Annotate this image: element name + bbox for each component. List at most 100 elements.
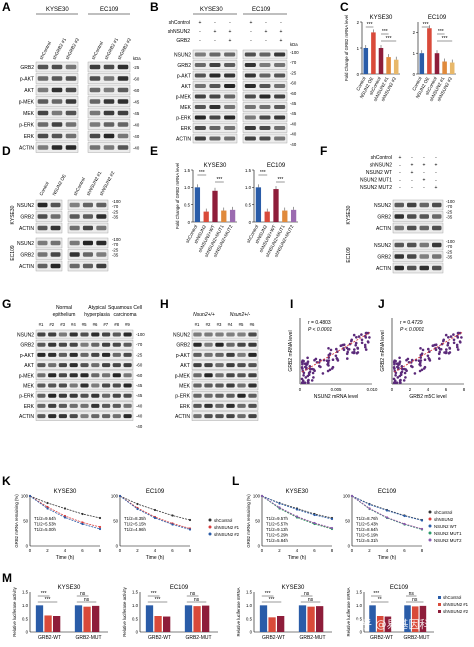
panel-g-blot-band: [112, 383, 121, 388]
panel-l-legend-label: NSUN2 WT: [434, 524, 457, 529]
panel-i-p-value: P < 0.0001: [308, 327, 332, 333]
panel-j-point: [398, 356, 401, 360]
panel-c-kyse30-y-tick-label: 2: [357, 20, 360, 25]
panel-m-ec109-mrna-bar: [419, 605, 427, 632]
panel-h-blot-band: [193, 393, 202, 398]
panel-g-blot-band: [80, 342, 89, 347]
panel-l-kyse30-y-label: GRB2 mRNA remaining (%): [246, 494, 251, 548]
panel-e-kyse30-bar: [194, 187, 201, 222]
panel-k-ec109-half-life-label: T1/2=5.15h: [124, 522, 146, 527]
panel-g-lane-label: #1: [39, 322, 44, 327]
panel-i-point: [354, 341, 358, 345]
panel-g-kda-marker: -40: [136, 424, 143, 429]
panel-f-condition-mark: -: [435, 170, 437, 176]
panel-b-row-label: GRB2: [177, 63, 191, 69]
panel-m-ec109-mrna-y-label: Relative luciferase mRNA: [346, 587, 351, 636]
panel-c-kyse30-sig-label: ***: [382, 29, 388, 35]
panel-h-blot-band: [226, 403, 235, 408]
panel-b-ec109-blot-band: [259, 126, 271, 130]
panel-f-kyse30-row-label: GRB2: [377, 215, 391, 221]
panel-g-blot-band: [102, 414, 111, 419]
panel-f-condition-mark: -: [423, 185, 425, 191]
panel-i-point: [313, 369, 316, 373]
panel-f-kda-marker: -25: [446, 209, 453, 214]
panel-a-blot-band: [51, 76, 63, 81]
panel-g-blot-band: [102, 363, 111, 368]
panel-f-kyse30-blot-band: [407, 225, 417, 231]
panel-k-kyse30-x-tick-label: 8: [99, 548, 102, 553]
panel-g-blot-band: [80, 332, 89, 337]
panel-i-point: [310, 379, 314, 382]
panel-d-kyse30-sh-blot-band: [69, 202, 80, 208]
panel-l-kyse30-point: [295, 508, 299, 511]
panel-j-point: [452, 341, 456, 345]
panel-i-point: [312, 376, 315, 379]
panel-g-blot-band: [102, 383, 111, 388]
panel-m-ec109-mrna-y-tick-label: 0: [360, 630, 363, 635]
panel-c-ec109-bar: [442, 61, 447, 74]
panel-h-lane-label: #4: [228, 322, 233, 327]
panel-c-ec109-bar: [427, 28, 432, 75]
panel-b-blot-band: [209, 115, 221, 120]
panel-k-kyse30-point: [46, 507, 49, 510]
panel-g-blot-band: [91, 332, 100, 337]
panel-f-kyse30-blot-row: [392, 222, 444, 234]
panel-i-point: [304, 365, 307, 369]
panel-f-ec109-blot-row: [392, 262, 444, 274]
panel-f-ec109-blot-band: [432, 265, 442, 271]
panel-m-legend-label: shNSUN2 #2: [443, 609, 469, 614]
panel-k-ec109-x-tick-label: 8: [189, 548, 192, 553]
panel-i-point: [327, 347, 330, 350]
panel-a-ec109-blot-band: [117, 110, 129, 116]
panel-b-condition-mark: +: [229, 29, 232, 35]
panel-a-blot-band: [65, 64, 77, 70]
panel-d-ec109-kda-marker: -70: [112, 242, 119, 247]
panel-f-ec109-kda-marker: -100: [446, 239, 455, 244]
panel-m-kyse30-activity-y-tick-label: 0.5: [22, 616, 29, 621]
panel-a-row-label: GRB2: [20, 65, 34, 71]
panel-h-blot-band: [204, 363, 213, 368]
panel-g-blot-band: [123, 342, 132, 347]
panel-g-blot-band: [37, 383, 46, 388]
panel-b-condition-label: shNSUN2: [168, 29, 190, 35]
panel-c-ec109-y-tick-label: 1: [413, 51, 416, 56]
panel-m-ec109-activity-category-label: GRB2-WT: [148, 635, 171, 641]
panel-h-blot-band: [215, 332, 224, 337]
panel-f-kyse30-blot-band: [419, 225, 429, 231]
panel-a-blot-band: [65, 87, 77, 93]
panel-j-point: [460, 336, 463, 339]
panel-g-lane-label: #8: [114, 322, 119, 327]
panel-g-blot-band: [37, 342, 46, 347]
panel-m-kyse30-mrna-bar: [307, 606, 315, 632]
panel-j-point: [423, 358, 427, 362]
panel-j-point: [392, 377, 396, 381]
panel-l-kyse30-point: [313, 513, 316, 517]
panel-i-x-tick-label: 0.010: [367, 387, 378, 392]
panel-a-blot-band: [37, 133, 49, 139]
panel-b-blot-band: [224, 105, 236, 109]
panel-g-blot-band: [69, 393, 78, 398]
panel-g-row-label: NSUN2: [17, 332, 34, 338]
panel-b-ec109-blot-band: [259, 105, 271, 109]
panel-b-row-label: p-MEK: [176, 94, 192, 100]
panel-b-condition-mark: -: [250, 29, 252, 35]
panel-k-kyse30-series-line: [29, 495, 101, 519]
panel-i-point: [346, 348, 350, 351]
panel-a-blot-band: [37, 64, 49, 70]
panel-k-ec109-half-life-label: T1/2=4.96h: [124, 527, 146, 532]
panel-h-lane-label: #1: [195, 322, 200, 327]
panel-j-point: [434, 348, 438, 352]
panel-b-condition-mark: +: [250, 20, 253, 26]
panel-i-point: [352, 333, 356, 337]
panel-j-point: [404, 376, 407, 379]
panel-h-blot-band: [193, 363, 202, 368]
panel-d-column-header: shControl: [72, 177, 86, 197]
panel-b-ec109-blot-band: [244, 63, 256, 67]
panel-m-kyse30-activity-sig-label: ns: [84, 597, 90, 603]
panel-m-ec109-activity-bar: [202, 605, 210, 632]
panel-k-kyse30-x-tick-label: 4: [64, 548, 67, 553]
panel-b-row-label: p-AKT: [177, 73, 191, 79]
panel-a-ec109-blot-band: [89, 76, 101, 81]
panel-l-kyse30-title: KYSE30: [286, 489, 309, 495]
